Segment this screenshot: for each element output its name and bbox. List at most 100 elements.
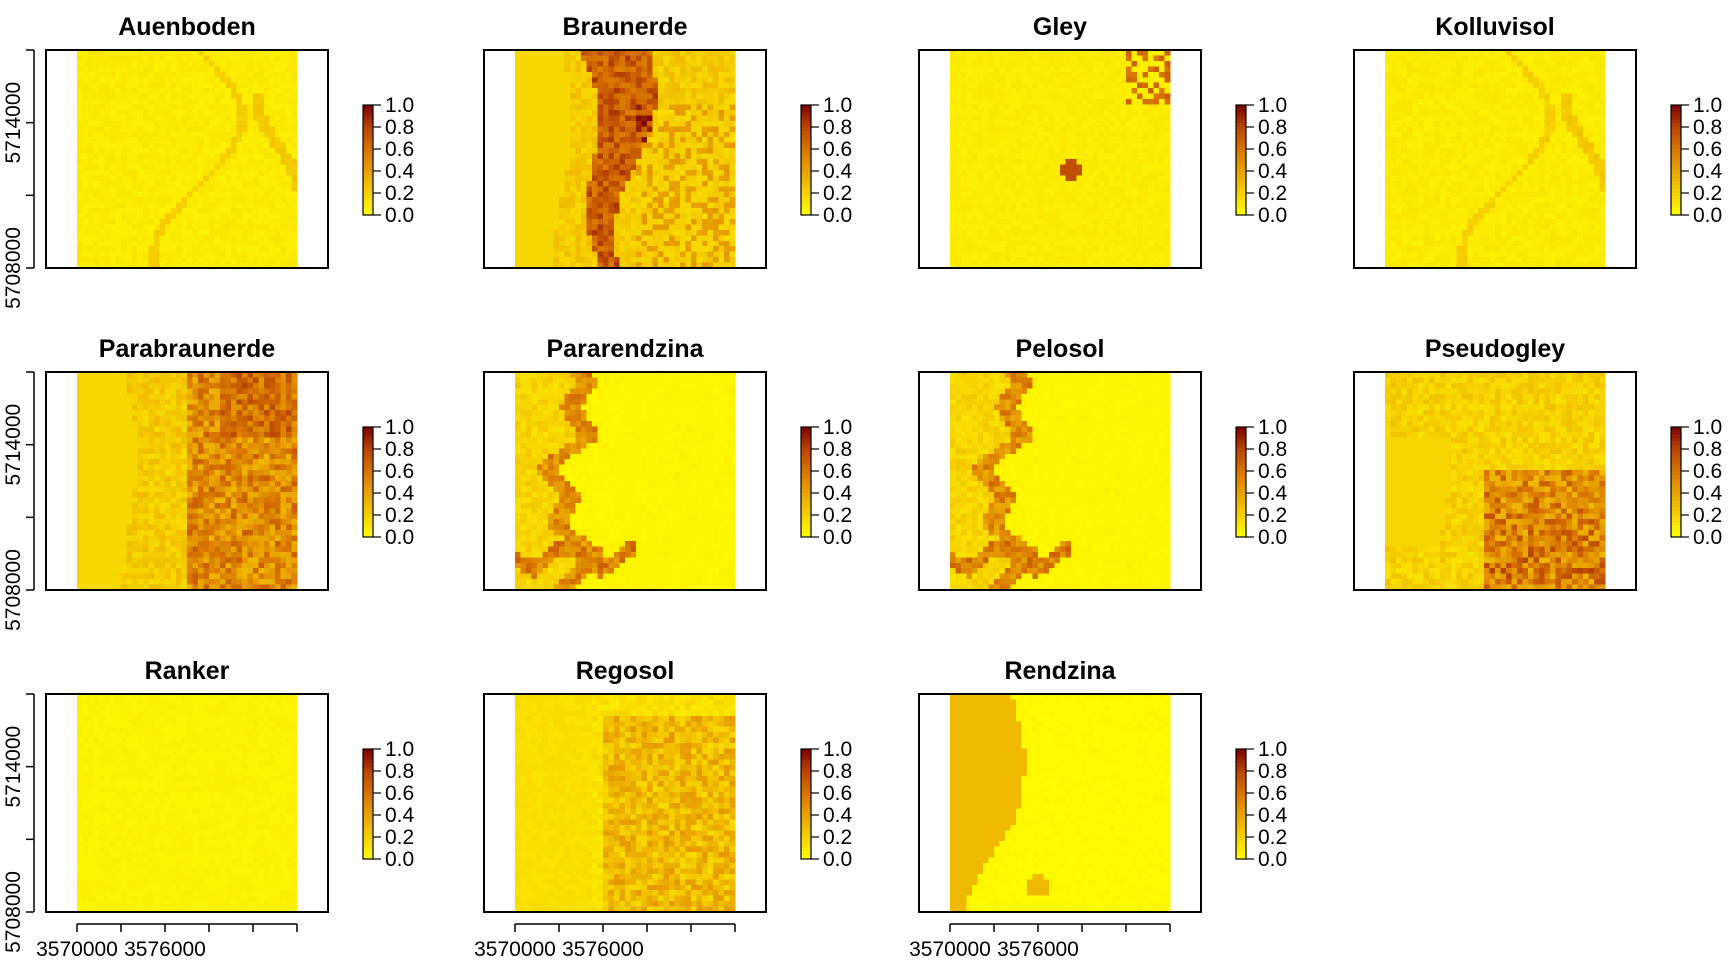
raster-cell (674, 66, 681, 73)
raster-cell (1071, 93, 1077, 100)
raster-cell (1148, 148, 1154, 154)
raster-cell (652, 126, 659, 133)
raster-cell (972, 99, 978, 105)
raster-cell (1071, 180, 1077, 187)
raster-cell (247, 246, 254, 252)
raster-cell (214, 153, 221, 160)
raster-cell (269, 131, 276, 138)
raster-cell (99, 71, 105, 78)
raster-cell (165, 224, 171, 231)
raster-cell (264, 169, 270, 176)
raster-cell (269, 235, 276, 242)
raster-cell (647, 60, 653, 67)
raster-cell (724, 137, 730, 143)
raster-cell (236, 82, 243, 89)
raster-cell (1021, 186, 1028, 192)
raster-cell (99, 99, 105, 105)
raster-cell (559, 208, 565, 214)
raster-cell (707, 224, 714, 231)
raster-cell (1098, 71, 1105, 78)
raster-cell (198, 213, 204, 220)
raster-cell (685, 257, 692, 263)
raster-cell (685, 186, 692, 192)
raster-cell (619, 82, 626, 89)
raster-cell (1159, 197, 1165, 203)
raster-cell (520, 126, 527, 133)
raster-cell (537, 224, 543, 231)
raster-cell (154, 218, 160, 225)
raster-cell (1043, 246, 1050, 252)
raster-cell (198, 180, 204, 187)
raster-cell (999, 50, 1006, 56)
raster-cell (729, 115, 736, 122)
raster-cell (231, 88, 237, 94)
raster-cell (176, 251, 182, 258)
raster-cell (630, 126, 637, 133)
raster-cell (1153, 175, 1160, 182)
raster-cell (1005, 240, 1011, 247)
raster-cell (696, 131, 703, 138)
raster-cell (636, 99, 642, 105)
raster-cell (1120, 88, 1127, 94)
raster-cell (253, 202, 259, 209)
raster-cell (988, 202, 995, 209)
raster-cell (1076, 191, 1083, 198)
raster-cell (718, 191, 725, 198)
raster-cell (1049, 262, 1055, 269)
raster-cell (586, 218, 593, 225)
raster-cell (258, 148, 265, 154)
raster-cell (1153, 131, 1160, 138)
raster-cell (630, 66, 637, 73)
raster-cell (286, 229, 292, 236)
raster-cell (702, 71, 708, 78)
raster-cell (696, 246, 703, 252)
raster-cell (531, 120, 538, 127)
raster-cell (531, 60, 538, 67)
raster-cell (82, 169, 89, 176)
raster-cell (983, 66, 989, 73)
raster-cell (93, 191, 100, 198)
raster-cell (972, 159, 978, 165)
raster-cell (1071, 164, 1077, 171)
raster-cell (82, 126, 89, 133)
raster-cell (729, 180, 736, 187)
raster-cell (291, 186, 298, 192)
raster-cell (603, 186, 609, 192)
raster-cell (966, 99, 973, 105)
raster-cell (1043, 55, 1050, 62)
raster-cell (181, 251, 188, 258)
raster-cell (104, 175, 111, 182)
raster-cell (203, 137, 210, 143)
raster-cell (636, 131, 642, 138)
raster-cell (548, 213, 554, 220)
raster-cell (137, 159, 144, 165)
raster-cell (724, 213, 730, 220)
raster-cell (220, 71, 226, 78)
raster-cell (1087, 77, 1094, 83)
raster-cell (537, 82, 543, 89)
raster-cell (143, 50, 149, 56)
raster-cell (143, 186, 149, 192)
raster-cell (575, 257, 582, 263)
raster-cell (663, 109, 670, 116)
raster-cell (1142, 186, 1149, 192)
raster-cell (1104, 251, 1110, 258)
raster-cell (264, 218, 270, 225)
raster-cell (121, 88, 127, 94)
raster-cell (1021, 120, 1028, 127)
raster-cell (542, 88, 549, 94)
raster-cell (999, 197, 1006, 203)
raster-cell (187, 229, 193, 236)
raster-cell (652, 197, 659, 203)
raster-cell (1071, 191, 1077, 198)
raster-cell (553, 235, 560, 242)
raster-cell (1054, 169, 1061, 176)
raster-cell (247, 169, 254, 176)
raster-cell (1126, 131, 1132, 138)
raster-cell (630, 148, 637, 154)
raster-cell (1142, 197, 1149, 203)
raster-cell (115, 109, 122, 116)
raster-cell (674, 246, 681, 252)
raster-cell (1093, 159, 1099, 165)
raster-cell (88, 229, 94, 236)
